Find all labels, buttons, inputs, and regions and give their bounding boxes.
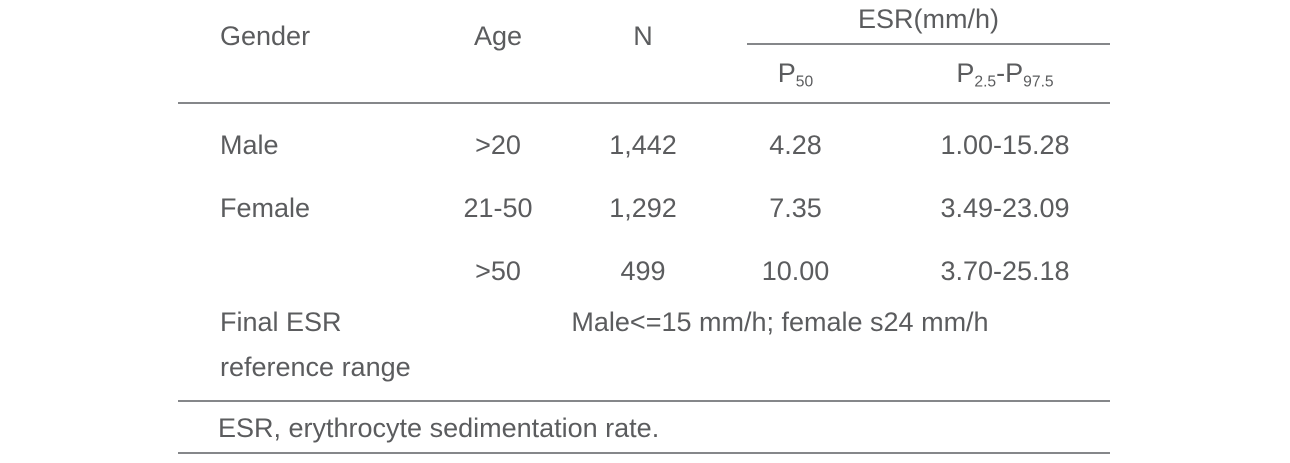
cell-n: 1,292	[609, 193, 677, 223]
column-header-percentile-range: P2.5-P97.5	[885, 56, 1125, 90]
prange-base2: P	[1005, 58, 1024, 88]
cell-gender: Female	[220, 193, 311, 223]
cell-age: 21-50	[463, 193, 533, 223]
final-row-label-line1: Final ESR	[220, 307, 342, 337]
prange-subscript1: 2.5	[974, 73, 997, 91]
cell-age: >50	[475, 256, 521, 286]
prange-subscript2: 97.5	[1023, 73, 1054, 91]
p50-base: P	[777, 58, 796, 88]
p50-subscript: 50	[795, 73, 814, 91]
column-header-p50: P50	[718, 56, 873, 90]
cell-n: 1,442	[609, 130, 677, 160]
cell-p50: 4.28	[769, 130, 822, 160]
footnote-top-rule	[178, 400, 1110, 402]
prange-base1: P	[956, 58, 975, 88]
cell-p50: 10.00	[761, 256, 830, 286]
table-bottom-rule	[178, 452, 1110, 454]
footnote-text: ESR, erythrocyte sedimentation rate.	[218, 413, 660, 443]
column-header-n: N	[633, 21, 653, 51]
cell-age: >20	[475, 130, 521, 160]
prange-separator: -	[996, 58, 1006, 88]
header-separator-rule	[178, 102, 1110, 104]
column-header-age: Age	[473, 21, 523, 51]
column-header-gender: Gender	[220, 21, 311, 51]
cell-range: 3.49-23.09	[940, 193, 1070, 223]
esr-group-underline	[747, 43, 1110, 45]
cell-n: 499	[620, 256, 666, 286]
cell-range: 3.70-25.18	[940, 256, 1070, 286]
cell-range: 1.00-15.28	[940, 130, 1070, 160]
cell-p50: 7.35	[769, 193, 822, 223]
final-row-label-line2: reference range	[220, 352, 411, 382]
cell-gender: Male	[220, 130, 279, 160]
final-row-value: Male<=15 mm/h; female s24 mm/h	[571, 307, 989, 337]
column-header-esr-group: ESR(mm/h)	[858, 4, 999, 34]
